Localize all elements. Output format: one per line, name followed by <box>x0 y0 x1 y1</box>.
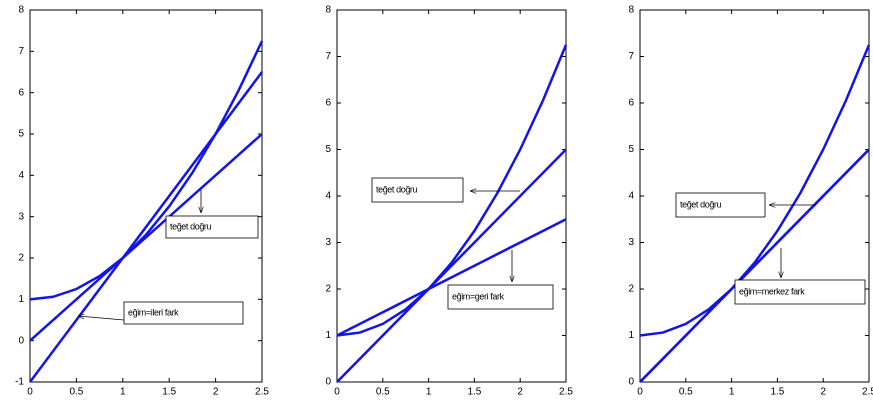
x-tick-label: 1 <box>426 387 432 398</box>
y-tick-label: 2 <box>18 253 24 264</box>
y-tick-label: 0 <box>628 377 634 388</box>
axes-box <box>29 9 263 383</box>
x-tick-label: 0 <box>27 387 33 398</box>
x-tick-label: 2.5 <box>255 387 269 398</box>
y-tick-label: 4 <box>628 191 634 202</box>
y-tick-label: 0 <box>18 335 24 346</box>
x-tick-label: 1 <box>729 387 735 398</box>
y-tick-label: 7 <box>325 51 331 62</box>
y-tick-label: 8 <box>325 5 331 16</box>
y-tick-label: 1 <box>325 330 331 341</box>
x-tick-label: 2 <box>517 387 523 398</box>
y-tick-label: 7 <box>18 46 24 57</box>
y-tick-label: 6 <box>628 98 634 109</box>
annotation: teğet doğru <box>680 199 722 209</box>
arrow <box>78 316 125 321</box>
line <box>336 44 568 337</box>
y-tick-label: 3 <box>628 237 634 248</box>
x-tick-label: 2.5 <box>862 387 873 398</box>
annotation-box <box>447 284 554 310</box>
x-tick-label: 0.5 <box>376 387 390 398</box>
y-tick-label: 5 <box>325 144 331 155</box>
x-tick-label: 0 <box>334 387 340 398</box>
annotation-box <box>165 215 259 239</box>
annotation-box <box>675 192 766 218</box>
y-tick-label: 5 <box>18 129 24 140</box>
y-tick-label: 6 <box>325 98 331 109</box>
y-tick-label: -1 <box>15 377 24 388</box>
line <box>29 133 263 342</box>
x-tick-label: 0.5 <box>679 387 693 398</box>
y-tick-label: 2 <box>628 284 634 295</box>
line <box>336 148 567 383</box>
x-tick-label: 0.5 <box>69 387 83 398</box>
line <box>639 148 870 383</box>
x-tick-label: 2 <box>820 387 826 398</box>
x-tick-label: 1.5 <box>770 387 784 398</box>
annotation: teğet doğru <box>170 221 212 231</box>
line <box>28 71 264 383</box>
annotation: eğim=geri fark <box>452 291 505 301</box>
y-tick-label: 1 <box>628 330 634 341</box>
annotation-box <box>123 301 244 325</box>
y-tick-label: 5 <box>628 144 634 155</box>
annotation: eğim=ileri fark <box>128 307 179 317</box>
annotation: teğet doğru <box>376 184 418 194</box>
x-tick-label: 2 <box>213 387 219 398</box>
annotation-box <box>734 279 866 305</box>
y-tick-label: 4 <box>325 191 331 202</box>
x-tick-label: 1 <box>120 387 126 398</box>
y-tick-label: 8 <box>628 5 634 16</box>
annotation: eğim=merkez fark <box>739 286 805 296</box>
y-tick-label: 1 <box>18 294 24 305</box>
y-tick-label: 6 <box>18 87 24 98</box>
line <box>336 218 567 337</box>
y-tick-label: 2 <box>325 284 331 295</box>
line <box>29 40 264 301</box>
x-tick-label: 2.5 <box>559 387 573 398</box>
line <box>639 44 871 337</box>
x-tick-label: 0 <box>637 387 643 398</box>
x-tick-label: 1.5 <box>467 387 481 398</box>
y-tick-label: 7 <box>628 51 634 62</box>
y-tick-label: 3 <box>18 211 24 222</box>
y-tick-label: 8 <box>18 5 24 16</box>
y-tick-label: 4 <box>18 170 24 181</box>
y-tick-label: 0 <box>325 377 331 388</box>
annotation-box <box>371 177 464 203</box>
x-tick-label: 1.5 <box>162 387 176 398</box>
y-tick-label: 3 <box>325 237 331 248</box>
